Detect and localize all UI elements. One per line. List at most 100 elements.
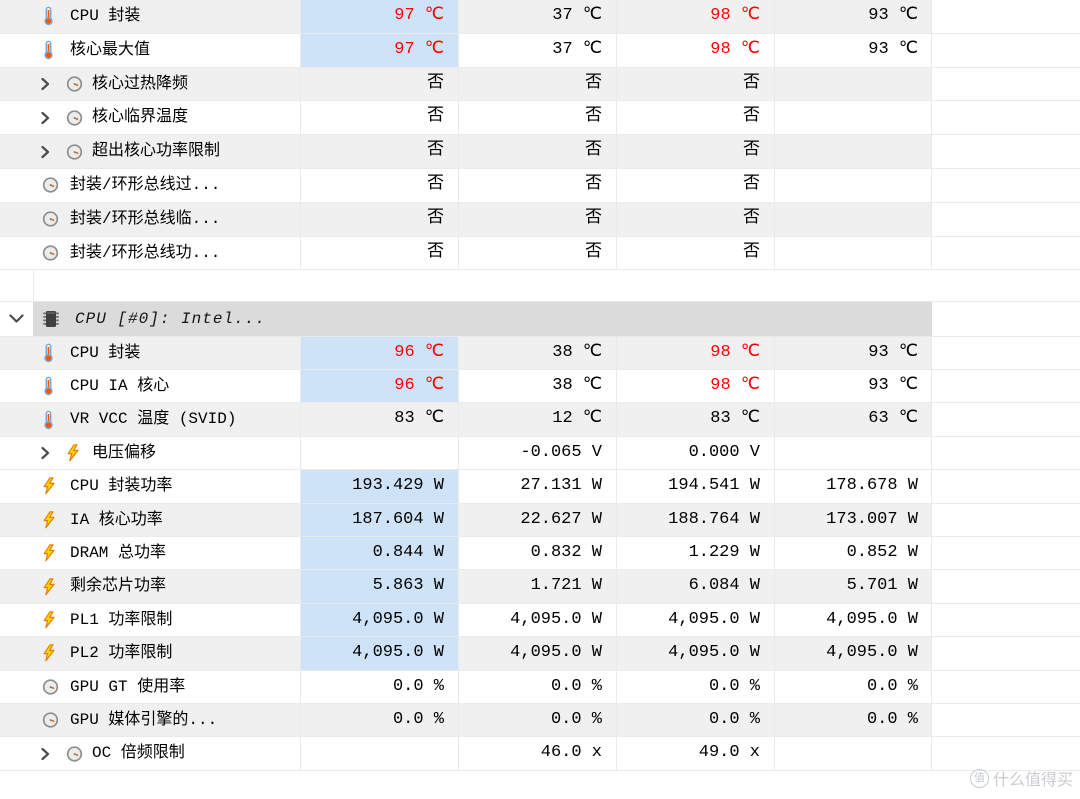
sensor-row[interactable]: IA 核心功率 187.604 W 22.627 W 188.764 W 173… xyxy=(0,503,1080,537)
minimum-value-cell: 4,095.0 W xyxy=(458,637,616,670)
sensor-row[interactable]: PL1 功率限制 4,095.0 W 4,095.0 W 4,095.0 W 4… xyxy=(0,603,1080,638)
maximum-value-cell: 否 xyxy=(616,135,774,168)
minimum-value-cell: 38 ℃ xyxy=(458,369,616,403)
sensor-row[interactable]: 封装/环形总线过... 否 否 否 xyxy=(0,168,1080,203)
sensor-row[interactable]: VR VCC 温度 (SVID) 83 ℃ 12 ℃ 83 ℃ 63 ℃ xyxy=(0,403,1080,437)
expand-chevron-icon[interactable] xyxy=(41,145,50,158)
sensor-label: 剩余芯片功率 xyxy=(70,577,167,596)
sensor-row[interactable]: 封装/环形总线功... 否 否 否 xyxy=(0,236,1080,271)
collapse-chevron-icon[interactable] xyxy=(9,314,24,324)
average-value-cell xyxy=(774,737,932,770)
sensor-row[interactable]: 超出核心功率限制 否 否 否 xyxy=(0,135,1080,169)
minimum-value-cell: 否 xyxy=(458,67,616,101)
sensor-row[interactable]: 剩余芯片功率 5.863 W 1.721 W 6.084 W 5.701 W xyxy=(0,570,1080,604)
maximum-value-cell: 否 xyxy=(616,236,774,270)
row-background-band xyxy=(0,403,932,436)
current-value-cell: 5.863 W xyxy=(300,570,458,603)
current-value-cell xyxy=(300,436,458,470)
sensor-row[interactable]: PL2 功率限制 4,095.0 W 4,095.0 W 4,095.0 W 4… xyxy=(0,637,1080,671)
thermometer-icon xyxy=(42,343,55,363)
sensor-row[interactable]: CPU IA 核心 96 ℃ 38 ℃ 98 ℃ 93 ℃ xyxy=(0,369,1080,404)
average-value-cell: 63 ℃ xyxy=(774,403,932,436)
minimum-value-cell: 37 ℃ xyxy=(458,0,616,33)
maximum-value-cell: 98 ℃ xyxy=(616,0,774,33)
lightning-icon xyxy=(42,544,56,562)
sensor-label: 电压偏移 xyxy=(92,443,157,462)
header-background-band xyxy=(33,301,932,336)
average-value-cell: 93 ℃ xyxy=(774,33,932,67)
current-value-cell: 96 ℃ xyxy=(300,369,458,403)
maximum-value-cell: 否 xyxy=(616,101,774,135)
row-background-band xyxy=(0,336,932,369)
minimum-value-cell: 37 ℃ xyxy=(458,33,616,67)
maximum-value-cell: 98 ℃ xyxy=(616,336,774,369)
sensor-row[interactable]: GPU 媒体引擎的... 0.0 % 0.0 % 0.0 % 0.0 % xyxy=(0,704,1080,738)
expand-chevron-icon[interactable] xyxy=(41,446,50,460)
sensor-label: 封装/环形总线过... xyxy=(70,175,221,194)
current-value-cell: 96 ℃ xyxy=(300,336,458,369)
average-value-cell: 178.678 W xyxy=(774,470,932,503)
row-background-band xyxy=(0,135,932,168)
gauge-icon xyxy=(66,75,83,92)
sensor-row[interactable]: 核心临界温度 否 否 否 xyxy=(0,101,1080,136)
expand-chevron-icon[interactable] xyxy=(41,77,50,91)
current-value-cell: 193.429 W xyxy=(300,470,458,503)
average-value-cell xyxy=(774,168,932,202)
group-header-cpu[interactable]: CPU [#0]: Intel... xyxy=(0,301,1080,337)
tree-indent-line xyxy=(33,270,34,301)
minimum-value-cell: 否 xyxy=(458,135,616,168)
average-value-cell xyxy=(774,135,932,168)
expand-chevron-icon[interactable] xyxy=(41,111,50,124)
expand-chevron-icon[interactable] xyxy=(41,747,50,760)
maximum-value-cell: 0.0 % xyxy=(616,670,774,704)
thermometer-icon xyxy=(42,40,55,60)
average-value-cell: 93 ℃ xyxy=(774,336,932,369)
minimum-value-cell: 0.0 % xyxy=(458,704,616,737)
row-background-band xyxy=(0,737,932,770)
maximum-value-cell: 1.229 W xyxy=(616,537,774,570)
current-value-cell: 97 ℃ xyxy=(300,33,458,67)
row-background-band xyxy=(0,470,932,503)
sensor-row[interactable]: OC 倍频限制 46.0 x 49.0 x xyxy=(0,737,1080,771)
row-background-band xyxy=(0,570,932,603)
row-background-band xyxy=(0,369,932,403)
sensor-row[interactable]: DRAM 总功率 0.844 W 0.832 W 1.229 W 0.852 W xyxy=(0,537,1080,571)
sensor-row[interactable]: 封装/环形总线临... 否 否 否 xyxy=(0,202,1080,237)
current-value-cell: 0.0 % xyxy=(300,704,458,737)
minimum-value-cell: 否 xyxy=(458,202,616,236)
minimum-value-cell: 4,095.0 W xyxy=(458,603,616,637)
average-value-cell xyxy=(774,101,932,135)
sensor-row[interactable]: GPU GT 使用率 0.0 % 0.0 % 0.0 % 0.0 % xyxy=(0,670,1080,705)
current-value-cell: 否 xyxy=(300,168,458,202)
sensor-row[interactable]: CPU 封装功率 193.429 W 27.131 W 194.541 W 17… xyxy=(0,470,1080,504)
gauge-icon xyxy=(66,745,83,762)
sensor-label: 核心最大值 xyxy=(70,40,151,59)
sensor-row[interactable]: CPU 封装 96 ℃ 38 ℃ 98 ℃ 93 ℃ xyxy=(0,336,1080,370)
lightning-icon xyxy=(42,477,56,495)
sensor-label: OC 倍频限制 xyxy=(92,744,185,763)
sensor-group-previous: CPU 封装 97 ℃ 37 ℃ 98 ℃ 93 ℃ xyxy=(0,0,1080,271)
average-value-cell: 4,095.0 W xyxy=(774,603,932,637)
maximum-value-cell: 194.541 W xyxy=(616,470,774,503)
current-value-cell: 4,095.0 W xyxy=(300,603,458,637)
minimum-value-cell: 否 xyxy=(458,236,616,270)
maximum-value-cell: 98 ℃ xyxy=(616,33,774,67)
group-gap xyxy=(0,270,1080,302)
sensor-row[interactable]: 核心过热降频 否 否 否 xyxy=(0,67,1080,102)
current-value-cell: 否 xyxy=(300,67,458,101)
cpu-chip-icon xyxy=(40,308,62,330)
current-value-cell: 97 ℃ xyxy=(300,0,458,33)
lightning-icon xyxy=(42,644,56,662)
sensor-row[interactable]: 核心最大值 97 ℃ 37 ℃ 98 ℃ 93 ℃ xyxy=(0,33,1080,68)
minimum-value-cell: 46.0 x xyxy=(458,737,616,770)
sensor-row[interactable]: CPU 封装 97 ℃ 37 ℃ 98 ℃ 93 ℃ xyxy=(0,0,1080,34)
minimum-value-cell: -0.065 V xyxy=(458,436,616,470)
sensor-row[interactable]: 电压偏移 -0.065 V 0.000 V xyxy=(0,436,1080,471)
average-value-cell: 5.701 W xyxy=(774,570,932,603)
lightning-icon xyxy=(66,444,80,462)
sensor-label: GPU GT 使用率 xyxy=(70,677,186,696)
average-value-cell: 93 ℃ xyxy=(774,369,932,403)
maximum-value-cell: 0.000 V xyxy=(616,436,774,470)
row-background-band xyxy=(0,637,932,670)
